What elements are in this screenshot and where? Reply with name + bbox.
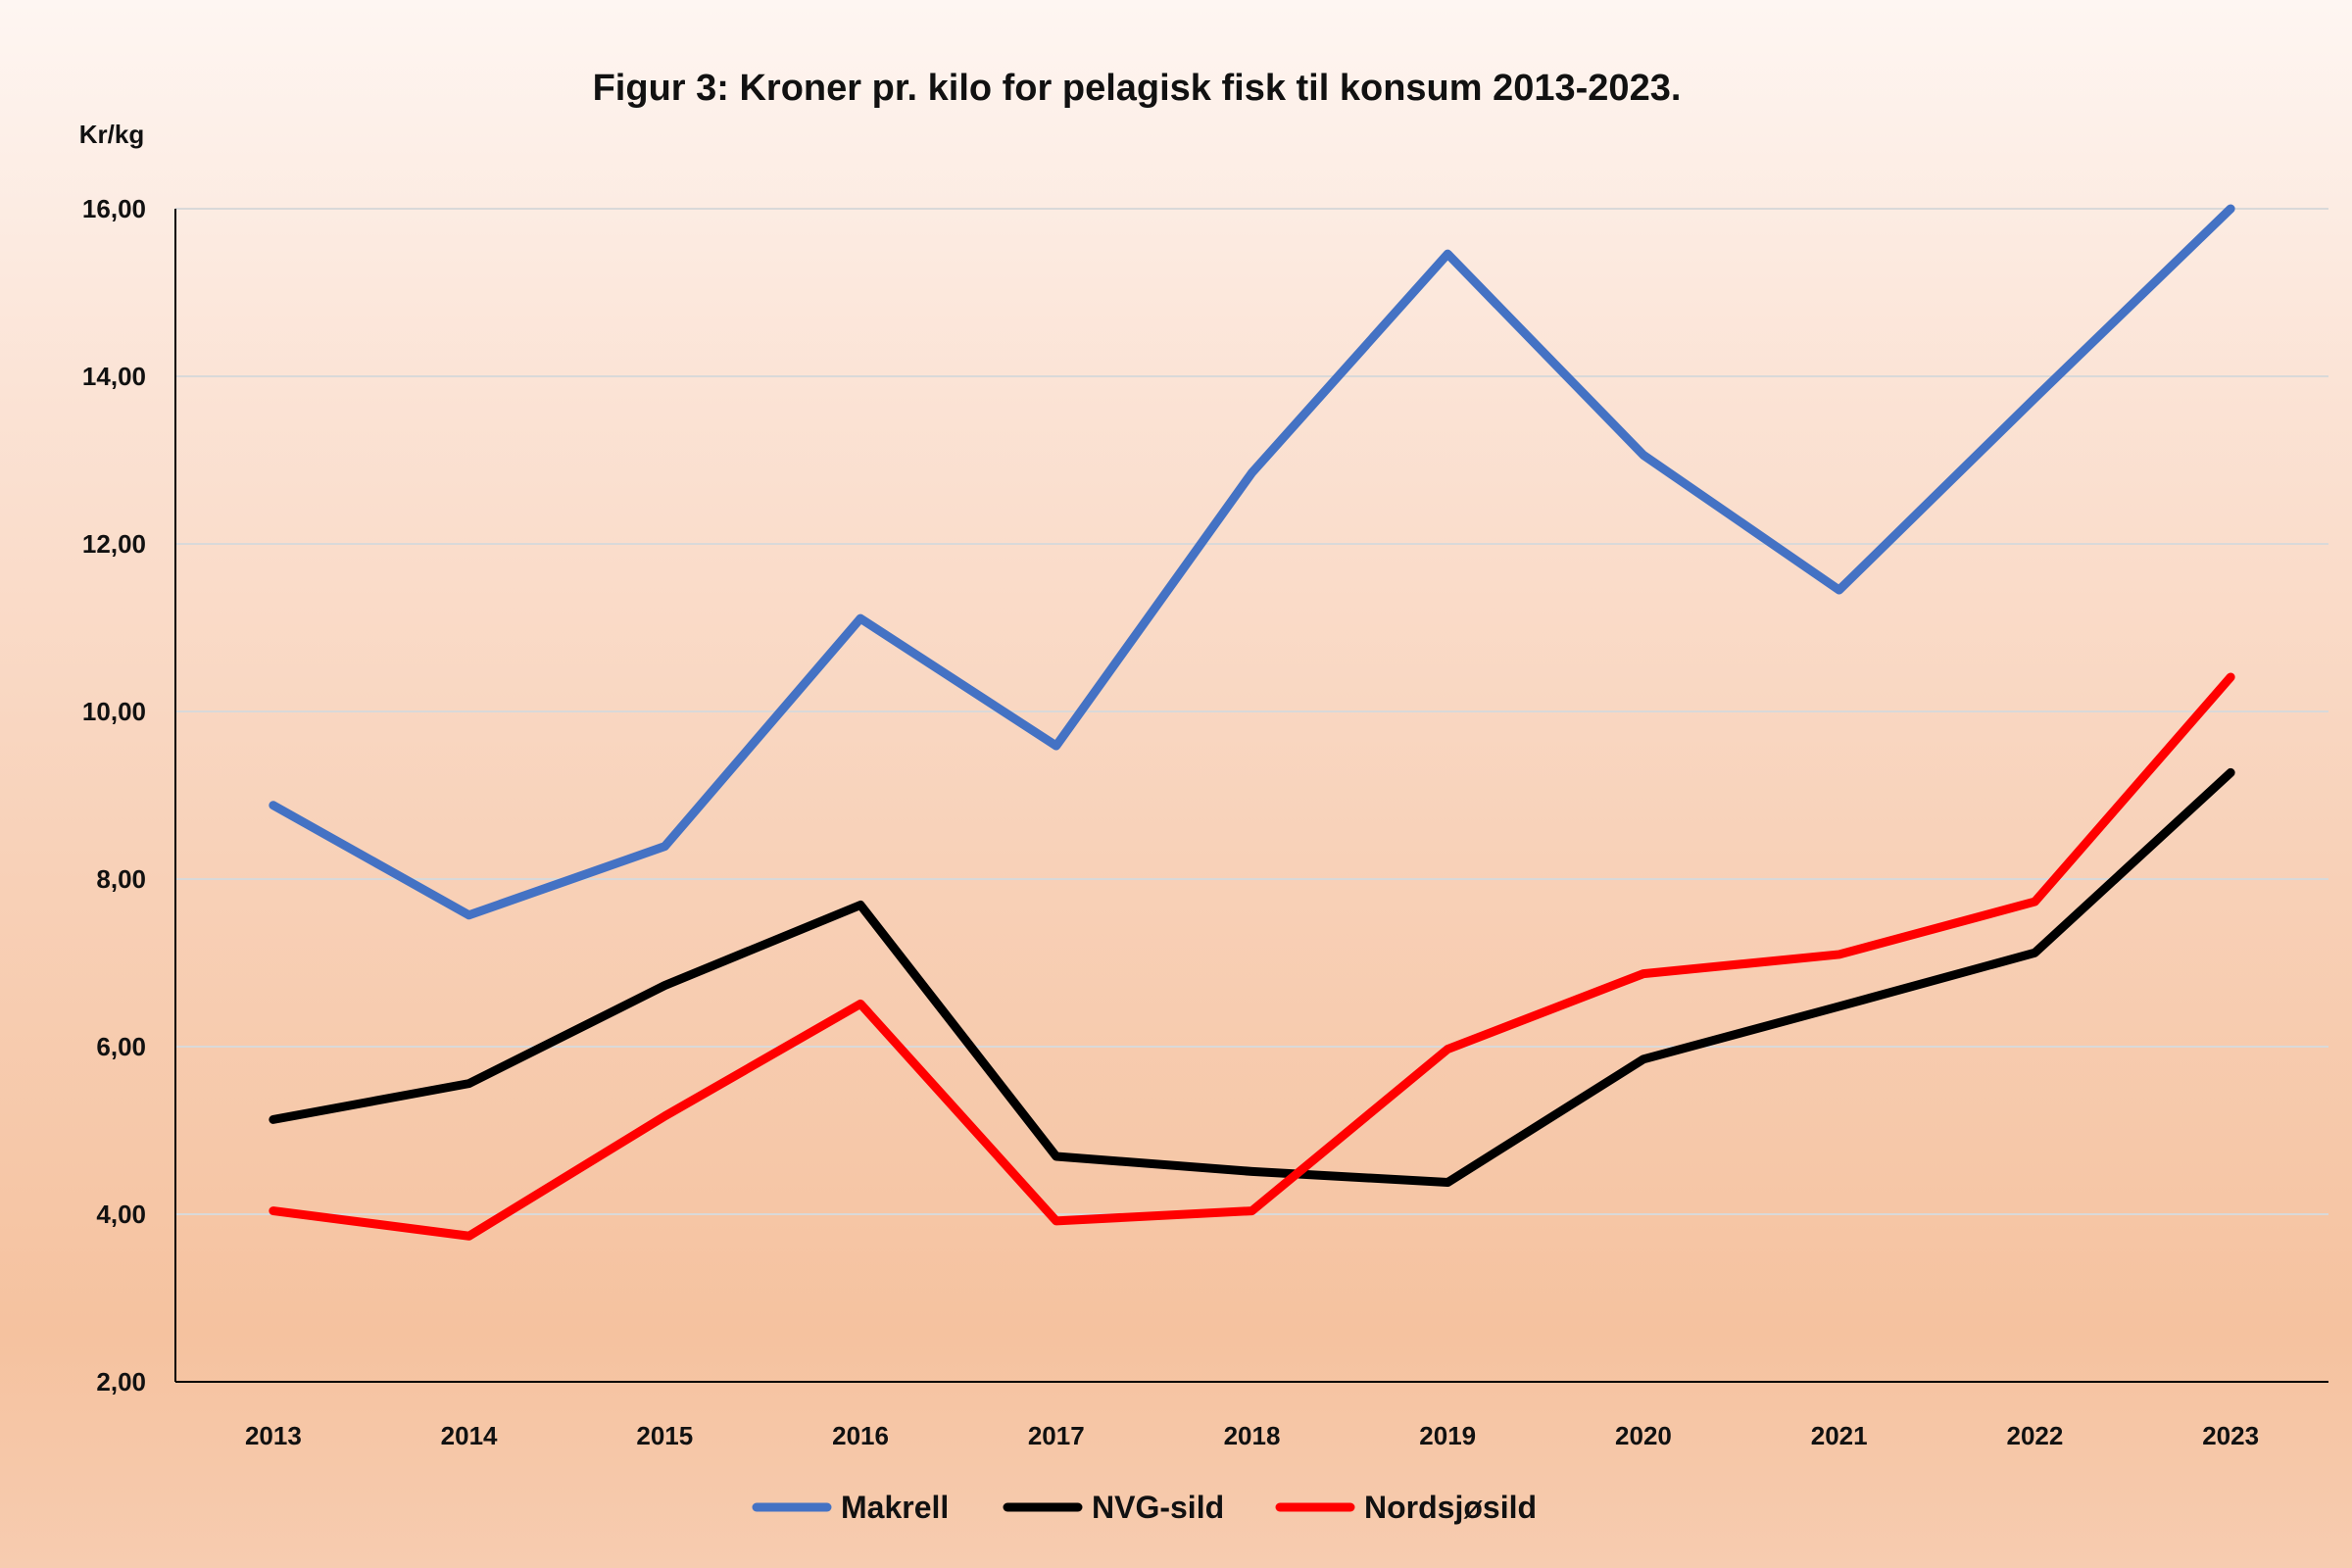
y-tick-label: 6,00 [96, 1032, 146, 1061]
legend-label: Makrell [841, 1490, 949, 1525]
x-tick-label: 2018 [1224, 1421, 1281, 1450]
y-tick-label: 16,00 [82, 194, 146, 223]
x-tick-label: 2016 [832, 1421, 889, 1450]
x-tick-label: 2015 [636, 1421, 693, 1450]
legend-label: Nordsjøsild [1364, 1490, 1537, 1525]
x-tick-label: 2020 [1615, 1421, 1672, 1450]
x-tick-label: 2017 [1028, 1421, 1085, 1450]
chart-title: Figur 3: Kroner pr. kilo for pelagisk fi… [593, 68, 1682, 109]
y-tick-label: 2,00 [96, 1367, 146, 1396]
x-tick-label: 2022 [2006, 1421, 2063, 1450]
y-tick-label: 12,00 [82, 529, 146, 559]
x-tick-label: 2013 [245, 1421, 302, 1450]
legend-label: NVG-sild [1092, 1490, 1224, 1525]
y-tick-label: 4,00 [96, 1200, 146, 1229]
y-tick-label: 14,00 [82, 362, 146, 391]
x-tick-label: 2019 [1419, 1421, 1476, 1450]
series-line-nordsjsild [269, 672, 2235, 1241]
x-tick-label: 2023 [2202, 1421, 2259, 1450]
y-tick-label: 10,00 [82, 697, 146, 726]
y-tick-label: 8,00 [96, 864, 146, 894]
y-axis-label: Kr/kg [79, 120, 144, 149]
x-tick-label: 2014 [441, 1421, 498, 1450]
series-line-nvgsild [269, 767, 2235, 1188]
series-line-makrell [269, 204, 2235, 920]
x-tick-label: 2021 [1811, 1421, 1868, 1450]
